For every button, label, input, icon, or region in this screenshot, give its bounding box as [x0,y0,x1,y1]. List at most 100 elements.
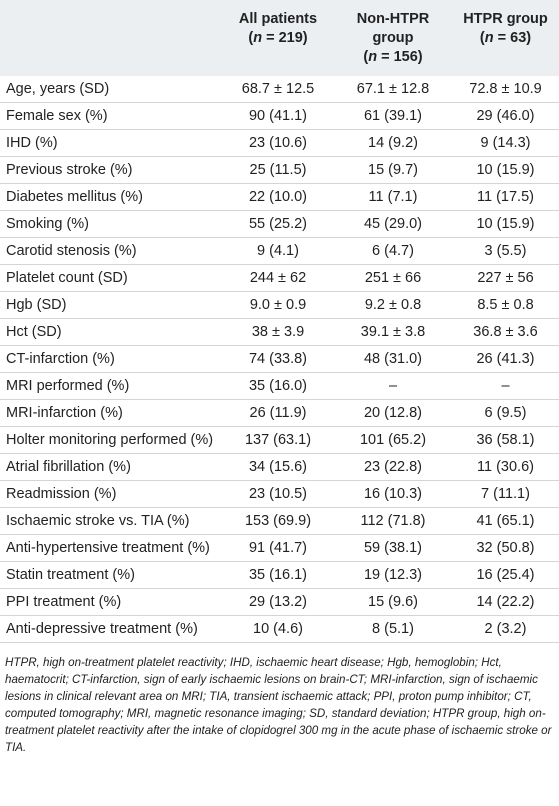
cell-htpr: 10 (15.9) [476,215,535,232]
row-label: Hgb (SD) [6,296,67,313]
cell-all-patients: 29 (13.2) [248,593,308,610]
cell-all-patients: 22 (10.0) [248,188,308,205]
cell-htpr: – [501,377,510,394]
cell-all-patients: 9.0 ± 0.9 [249,296,307,313]
table-container: All patients (n = 219) Non-HTPR group (n… [0,0,559,754]
cell-non-htpr: – [388,377,398,394]
cell-all-patients: 25 (11.5) [249,161,307,178]
row-label: Diabetes mellitus (%) [6,188,143,205]
cell-htpr: 6 (9.5) [484,404,527,421]
cell-all-patients: 55 (25.2) [248,215,308,232]
cell-htpr: 14 (22.2) [476,593,535,610]
table-row: Diabetes mellitus (%) 22 (10.0) 11 (7.1) 11… [0,184,559,211]
cell-htpr: 16 (25.4) [476,566,535,583]
row-label: PPI treatment (%) [6,593,122,610]
table-row: Previous stroke (%) 25 (11.5) 15 (9.7) 10 (… [0,157,559,184]
table-row: CT-infarction (%) 74 (33.8) 48 (31.0) 26 (4… [0,346,559,373]
cell-htpr: 32 (50.8) [476,539,535,556]
patient-characteristics-table: All patients (n = 219) Non-HTPR group (n… [0,0,559,643]
row-label: IHD (%) [6,134,58,151]
cell-htpr: 3 (5.5) [484,242,527,259]
cell-all-patients: 137 (63.1) [244,431,312,448]
table-row: Anti-depressive treatment (%) 10 (4.6) 8 (… [0,616,559,643]
cell-htpr: 8.5 ± 0.8 [477,296,534,313]
header-htpr-title: HTPR group [463,11,548,27]
header-non-htpr-title: Non-HTPR [356,11,430,27]
row-label: Previous stroke (%) [6,161,133,178]
cell-non-htpr: 15 (9.6) [368,593,418,610]
table-row: Smoking (%) 55 (25.2) 45 (29.0) 10 (15.9) [0,211,559,238]
table-row: PPI treatment (%) 29 (13.2) 15 (9.6) 14 (22… [0,589,559,616]
table-row: Statin treatment (%) 35 (16.1) 19 (12.3) 16… [0,562,559,589]
header-variable [0,0,222,76]
cell-htpr: 29 (46.0) [476,107,535,124]
table-row: IHD (%) 23 (10.6) 14 (9.2) 9 (14.3) [0,130,559,157]
cell-all-patients: 23 (10.5) [248,485,308,502]
table-row: Readmission (%) 23 (10.5) 16 (10.3) 7 (11.1… [0,481,559,508]
row-label: Readmission (%) [6,485,117,502]
row-label: Holter monitoring performed (%) [6,431,214,448]
cell-non-htpr: 11 (7.1) [368,188,418,205]
cell-non-htpr: 39.1 ± 3.8 [360,323,426,340]
table-row: Atrial fibrillation (%) 34 (15.6) 23 (22.8… [0,454,559,481]
header-non-htpr-group: group [372,30,414,46]
table-body: Age, years (SD) 68.7 ± 12.5 67.1 ± 12.8 72.… [0,76,559,643]
cell-all-patients: 74 (33.8) [248,350,308,367]
cell-non-htpr: 48 (31.0) [363,350,423,367]
cell-non-htpr: 59 (38.1) [363,539,423,556]
cell-all-patients: 34 (15.6) [248,458,308,475]
table-header: All patients (n = 219) Non-HTPR group (n… [0,0,559,76]
cell-non-htpr: 251 ± 66 [364,269,422,286]
row-label: Anti-depressive treatment (%) [6,620,198,637]
row-label: MRI performed (%) [6,377,130,394]
cell-htpr: 227 ± 56 [477,269,534,286]
cell-all-patients: 153 (69.9) [244,512,312,529]
header-htpr-n: (n = 63) [479,30,532,46]
header-htpr: HTPR group (n = 63) [452,0,559,76]
cell-non-htpr: 6 (4.7) [372,242,414,259]
cell-all-patients: 23 (10.6) [248,134,308,151]
cell-htpr: 7 (11.1) [481,485,530,502]
table-row: MRI performed (%) 35 (16.0) – – [0,373,559,400]
header-all-patients: All patients (n = 219) [222,0,334,76]
table-row: Age, years (SD) 68.7 ± 12.5 67.1 ± 12.8 72.… [0,76,559,103]
table-row: Hgb (SD) 9.0 ± 0.9 9.2 ± 0.8 8.5 ± 0.8 [0,292,559,319]
cell-all-patients: 244 ± 62 [249,269,307,286]
row-label: Carotid stenosis (%) [6,242,137,259]
cell-non-htpr: 61 (39.1) [363,107,423,124]
table-row: Carotid stenosis (%) 9 (4.1) 6 (4.7) 3 (5.5… [0,238,559,265]
header-non-htpr: Non-HTPR group (n = 156) [334,0,452,76]
cell-all-patients: 9 (4.1) [257,242,299,259]
row-label: CT-infarction (%) [6,350,115,367]
cell-htpr: 36 (58.1) [476,431,535,448]
row-label: Ischaemic stroke vs. TIA (%) [6,512,190,529]
header-non-htpr-n: (n = 156) [363,49,423,65]
cell-all-patients: 38 ± 3.9 [251,323,305,340]
cell-all-patients: 90 (41.1) [248,107,308,124]
header-all-patients-title: All patients [238,11,318,27]
cell-htpr: 11 (30.6) [477,458,534,475]
cell-all-patients: 35 (16.1) [248,566,308,583]
row-label: Hct (SD) [6,323,62,340]
table-row: Hct (SD) 38 ± 3.9 39.1 ± 3.8 36.8 ± 3.6 [0,319,559,346]
row-label: Atrial fibrillation (%) [6,458,131,475]
row-label: Anti-hypertensive treatment (%) [6,539,210,556]
cell-all-patients: 91 (41.7) [248,539,308,556]
table-row: Ischaemic stroke vs. TIA (%) 153 (69.9) 11… [0,508,559,535]
row-label: MRI-infarction (%) [6,404,123,421]
cell-non-htpr: 23 (22.8) [363,458,423,475]
row-label: Smoking (%) [6,215,89,232]
cell-non-htpr: 112 (71.8) [360,512,426,529]
cell-htpr: 26 (41.3) [476,350,535,367]
cell-htpr: 9 (14.3) [480,134,531,151]
cell-non-htpr: 101 (65.2) [359,431,427,448]
cell-non-htpr: 9.2 ± 0.8 [364,296,422,313]
header-row: All patients (n = 219) Non-HTPR group (n… [0,0,559,76]
row-label: Age, years (SD) [6,80,110,97]
cell-htpr: 2 (3.2) [484,620,527,637]
table-row: Platelet count (SD) 244 ± 62 251 ± 66 227 ±… [0,265,559,292]
cell-all-patients: 68.7 ± 12.5 [241,80,315,97]
cell-htpr: 72.8 ± 10.9 [469,80,542,97]
cell-htpr: 41 (65.1) [476,512,535,529]
table-row: MRI-infarction (%) 26 (11.9) 20 (12.8) 6 (9… [0,400,559,427]
